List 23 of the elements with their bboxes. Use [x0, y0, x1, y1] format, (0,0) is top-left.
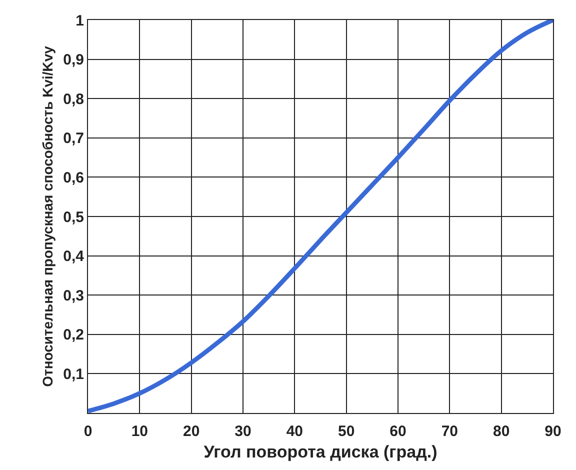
y-tick-label: 0,5: [63, 208, 84, 226]
x-tick-label: 50: [338, 423, 355, 440]
x-tick-label: 90: [544, 423, 562, 440]
x-tick-label: 70: [441, 423, 458, 440]
x-tick-label: 80: [492, 423, 510, 440]
x-tick-label: 40: [286, 423, 304, 440]
y-tick-label: 0,1: [63, 366, 84, 383]
y-tick-label: 0,6: [63, 169, 84, 186]
x-tick-label: 0: [84, 423, 92, 440]
y-axis-title: Относительная пропускная способность Kvi/Kvy: [40, 46, 56, 387]
y-tick-label: 0,8: [63, 90, 84, 108]
y-tick-label: 0,9: [63, 52, 84, 69]
x-tick-label: 60: [390, 423, 406, 440]
y-tick-label: 0,2: [63, 326, 84, 344]
x-tick-label: 30: [234, 423, 252, 440]
x-tick-label: 10: [131, 423, 148, 440]
x-tick-label: 20: [182, 423, 200, 440]
y-tick-label: 1: [76, 12, 84, 30]
line-series: [88, 20, 553, 413]
y-tick-label: 0,4: [63, 248, 85, 266]
y-tick-label: 0,7: [63, 130, 84, 148]
x-axis-title: Угол поворота диска (град.): [204, 442, 438, 462]
y-tick-label: 0,3: [63, 287, 84, 304]
